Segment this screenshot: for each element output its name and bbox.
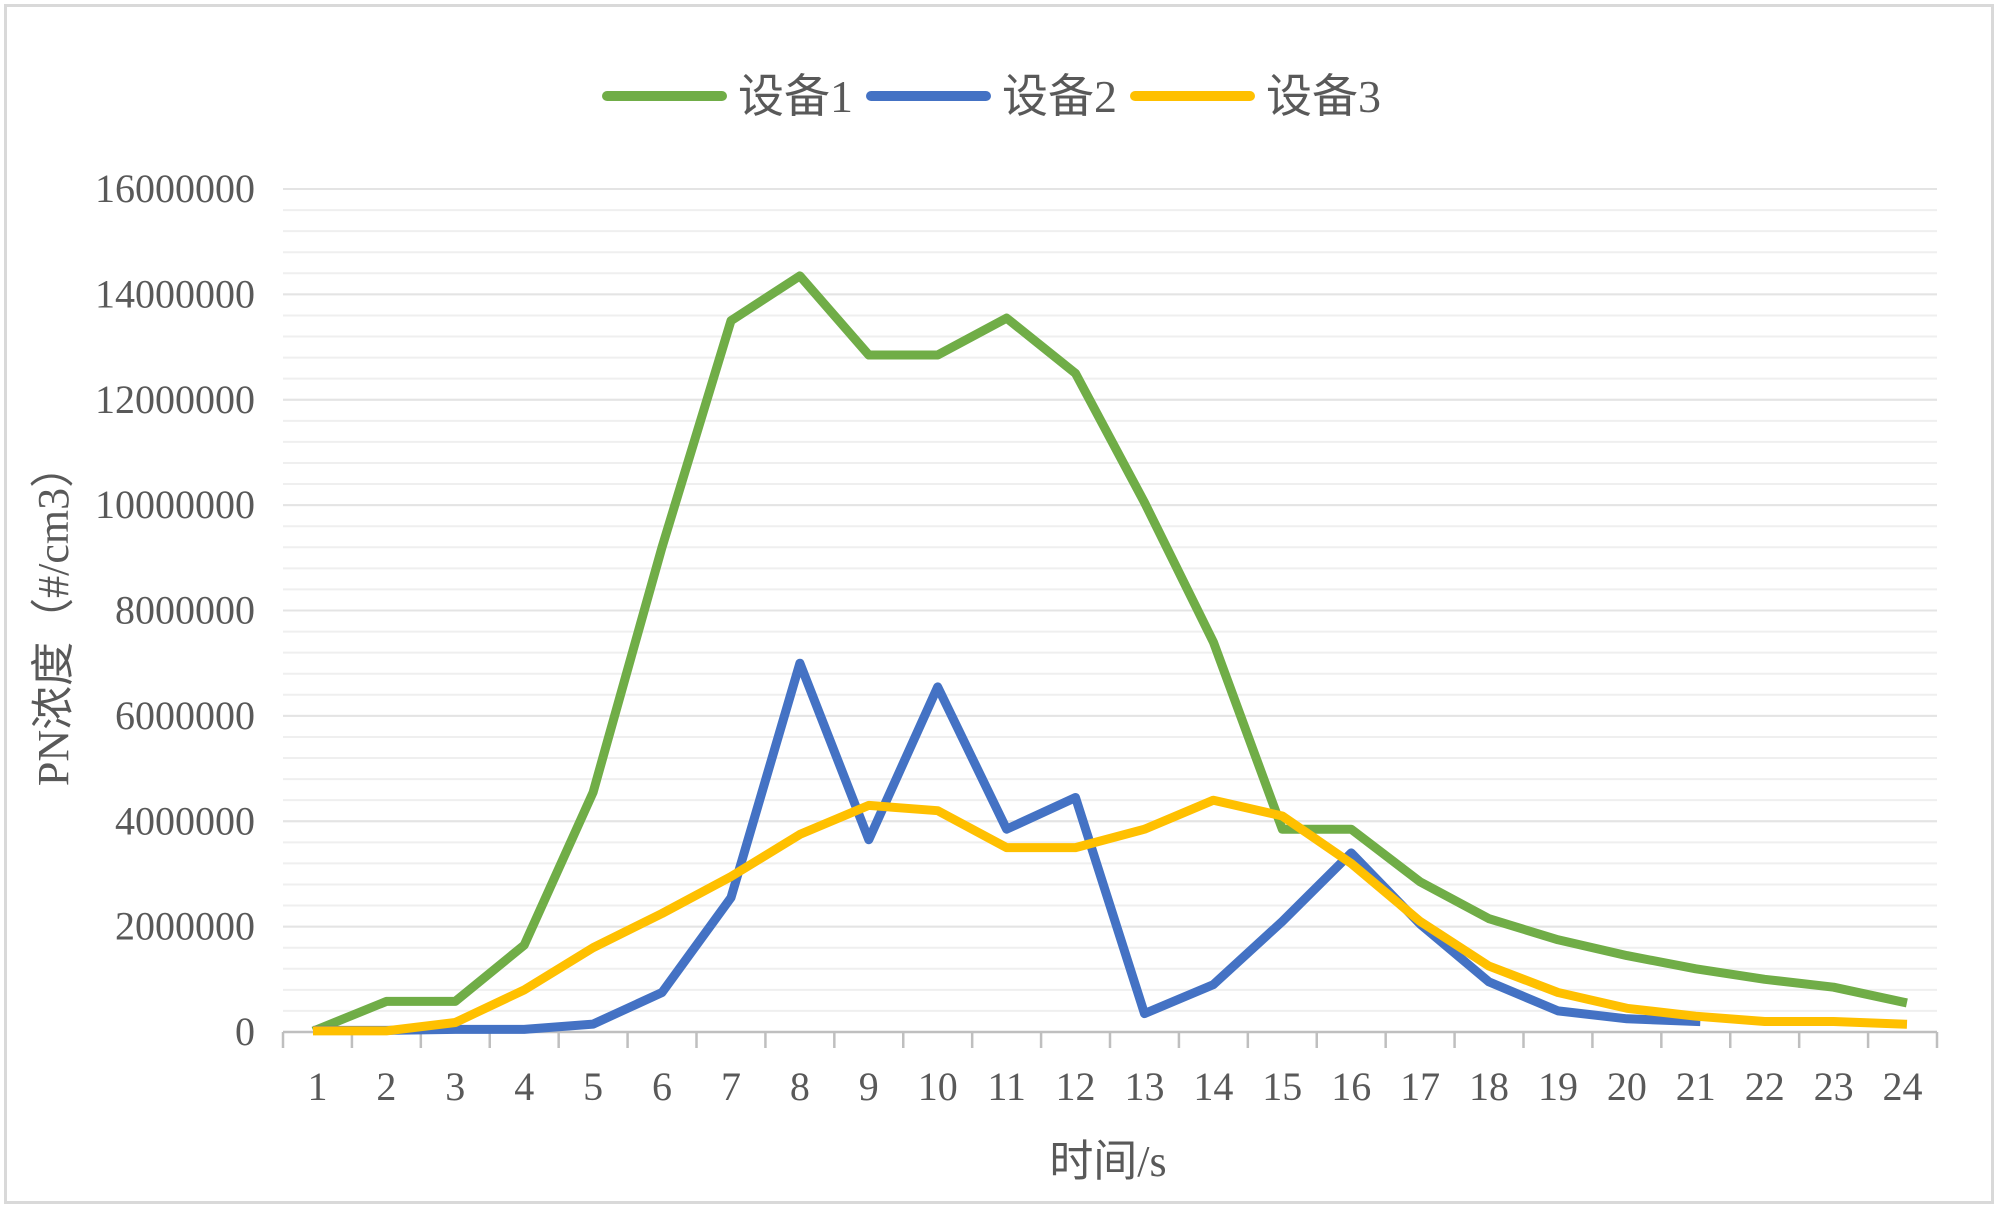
y-tick-label: 6000000 — [115, 693, 255, 738]
x-axis-title: 时间/s — [1049, 1137, 1166, 1186]
y-tick-label: 8000000 — [115, 588, 255, 633]
x-tick-label: 15 — [1262, 1064, 1302, 1109]
x-axis: 1 2 3 4 5 6 7 8 9 10 11 12 13 14 15 16 17 18 19 20 21 22 23 24 — [281, 1030, 1939, 1109]
x-tick-label: 4 — [514, 1064, 534, 1109]
y-tick-label: 16000000 — [95, 166, 255, 211]
series-line-设备3 — [313, 795, 1908, 1036]
y-tick-label: 10000000 — [95, 482, 255, 527]
y-tick-label: 12000000 — [95, 377, 255, 422]
x-tick-label: 20 — [1607, 1064, 1647, 1109]
x-tick-label: 8 — [790, 1064, 810, 1109]
y-tick-label: 0 — [235, 1009, 255, 1054]
x-tick-label: 16 — [1331, 1064, 1371, 1109]
y-tick-label: 2000000 — [115, 904, 255, 949]
x-tick-label: 5 — [583, 1064, 603, 1109]
series-lines — [311, 271, 1908, 1036]
x-tick-label: 13 — [1124, 1064, 1164, 1109]
legend: 设备1 设备2 设备3 — [602, 71, 1381, 122]
y-tick-label: 14000000 — [95, 271, 255, 316]
x-tick-label: 23 — [1814, 1064, 1854, 1109]
x-tick-label: 9 — [859, 1064, 879, 1109]
series-line-设备2 — [313, 658, 1701, 1035]
x-tick-label: 12 — [1056, 1064, 1096, 1109]
x-tick-label: 3 — [445, 1064, 465, 1109]
x-tick-label: 11 — [987, 1064, 1026, 1109]
x-tick-label: 22 — [1745, 1064, 1785, 1109]
series-line-设备1 — [311, 271, 1908, 1036]
x-tick-label: 14 — [1193, 1064, 1233, 1109]
x-tick-label: 18 — [1469, 1064, 1509, 1109]
chart-frame — [4, 4, 1994, 1204]
y-tick-label: 4000000 — [115, 798, 255, 843]
x-tick-label: 10 — [918, 1064, 958, 1109]
gridlines — [283, 188, 1937, 1012]
x-tick-label: 21 — [1676, 1064, 1716, 1109]
y-axis-ticks: 0 2000000 4000000 6000000 8000000 10000000 120… — [95, 166, 255, 1054]
y-axis-title: PN浓度（#/cm3） — [29, 444, 78, 786]
x-tick-label: 6 — [652, 1064, 672, 1109]
x-tick-label: 7 — [721, 1064, 741, 1109]
x-tick-label: 19 — [1538, 1064, 1578, 1109]
x-tick-label: 24 — [1883, 1064, 1923, 1109]
legend-label: 设备2 — [1002, 71, 1117, 122]
x-tick-label: 17 — [1400, 1064, 1440, 1109]
legend-label: 设备3 — [1266, 71, 1381, 122]
legend-label: 设备1 — [738, 71, 853, 122]
x-tick-label: 2 — [376, 1064, 396, 1109]
x-tick-label: 1 — [307, 1064, 327, 1109]
